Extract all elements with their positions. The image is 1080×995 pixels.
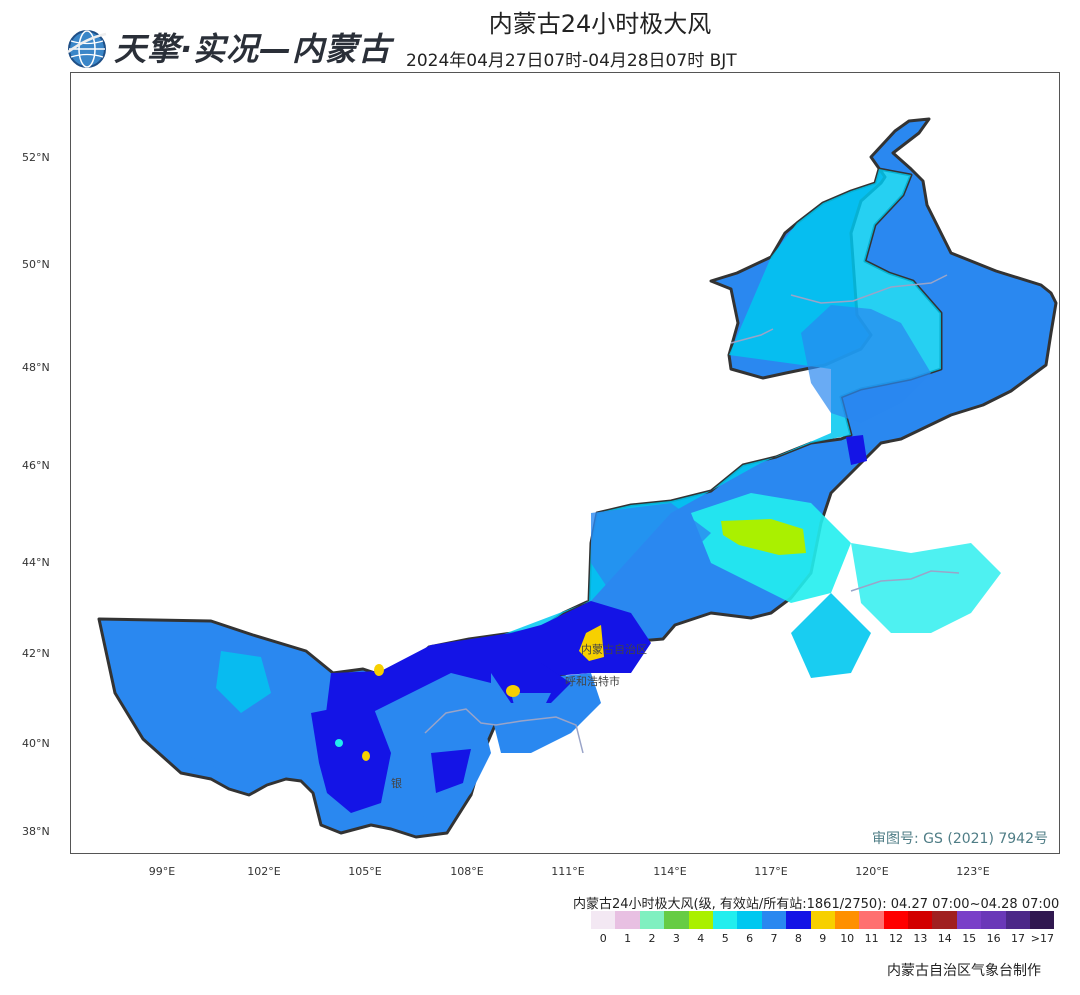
legend-level-label: 11 xyxy=(864,932,879,945)
legend-level-label: 0 xyxy=(599,932,607,945)
legend-swatch xyxy=(908,911,933,929)
region-body-colors xyxy=(151,169,1001,825)
tianqing-logo: 天擎·实况—内蒙古 xyxy=(66,28,396,74)
logo-text: 天擎·实况—内蒙古 xyxy=(114,30,392,68)
lat-label-50: 50°N xyxy=(22,258,50,271)
lon-label-111: 111°E xyxy=(551,865,585,878)
lat-label-40: 40°N xyxy=(22,737,50,750)
legend-title: 内蒙古24小时极大风(级, 有效站/所有站:1861/2750): 04.27 … xyxy=(573,897,1060,912)
legend-swatch xyxy=(712,911,738,929)
wind-map: 内蒙古自治区 呼和浩特市 银 xyxy=(97,117,1058,839)
legend-swatch xyxy=(932,911,957,929)
time-range: 2024年04月27日07时-04月28日07时 BJT xyxy=(406,51,737,71)
map-title: 内蒙古24小时极大风 xyxy=(488,10,712,38)
legend-level-label: 6 xyxy=(746,932,754,945)
map-frame: 内蒙古自治区 呼和浩特市 银 xyxy=(70,72,1060,854)
legend-swatch xyxy=(615,911,640,929)
legend-level-label: 3 xyxy=(672,932,680,945)
legend-level-label: 5 xyxy=(721,932,729,945)
city-label-hohhot: 呼和浩特市 xyxy=(565,674,620,688)
legend-level-label: 16 xyxy=(986,932,1001,945)
legend-level-label: 4 xyxy=(697,932,705,945)
lon-label-123: 123°E xyxy=(956,865,990,878)
legend-swatch xyxy=(786,911,811,929)
legend-swatch xyxy=(591,911,616,929)
legend-level-label: 9 xyxy=(819,932,827,945)
rivers xyxy=(424,274,960,754)
lat-label-48: 48°N xyxy=(22,361,50,374)
lat-label-52: 52°N xyxy=(22,151,50,164)
lat-label-46: 46°N xyxy=(22,459,50,472)
legend-swatch xyxy=(834,911,860,929)
lon-label-120: 120°E xyxy=(855,865,889,878)
legend-level-label: 8 xyxy=(794,932,802,945)
legend-level-label: 12 xyxy=(889,932,903,945)
globe-icon xyxy=(67,30,107,68)
legend-level-label: 10 xyxy=(840,932,855,945)
lon-label-114: 114°E xyxy=(653,865,687,878)
map-review-number: 审图号: GS (2021) 7942号 xyxy=(872,831,1048,847)
legend-level-label: 1 xyxy=(624,932,632,945)
legend-level-label: 13 xyxy=(913,932,928,945)
legend-swatch xyxy=(688,911,713,929)
legend-swatch xyxy=(810,911,835,929)
legend-swatch xyxy=(664,911,689,929)
producer-credit: 内蒙古自治区气象台制作 xyxy=(887,963,1041,979)
legend-swatch xyxy=(737,911,762,929)
legend-swatch xyxy=(761,911,787,929)
legend-swatch xyxy=(1005,911,1031,929)
legend-swatch xyxy=(883,911,909,929)
legend-labels: 0 1 2 3 4 5 6 7 8 9 10 11 12 13 14 15 16 17 >17 xyxy=(591,932,1061,946)
city-label-yin: 银 xyxy=(391,776,402,790)
wind-hotspots xyxy=(335,435,867,761)
legend-level-label: 17 xyxy=(1011,932,1025,945)
lat-label-44: 44°N xyxy=(22,556,50,569)
legend-level-label: >17 xyxy=(1030,932,1054,945)
city-label-inner-mongolia: 内蒙古自治区 xyxy=(581,642,647,656)
lon-label-102: 102°E xyxy=(247,865,281,878)
legend-swatch xyxy=(859,911,884,929)
lon-label-105: 105°E xyxy=(348,865,382,878)
legend-swatch xyxy=(639,911,665,929)
legend-color-bar xyxy=(591,911,1055,929)
legend-level-label: 2 xyxy=(648,932,656,945)
legend-swatch xyxy=(956,911,982,929)
legend-level-label: 7 xyxy=(770,932,778,945)
legend-level-label: 15 xyxy=(962,932,977,945)
lon-label-117: 117°E xyxy=(754,865,788,878)
legend-swatch xyxy=(1030,911,1055,929)
city-markers: 内蒙古自治区 呼和浩特市 银 xyxy=(391,642,647,790)
legend-swatch xyxy=(981,911,1006,929)
legend-level-label: 14 xyxy=(937,932,952,945)
lon-label-99: 99°E xyxy=(148,865,176,878)
lat-label-42: 42°N xyxy=(22,647,50,660)
lat-label-38: 38°N xyxy=(22,825,50,838)
lon-label-108: 108°E xyxy=(450,865,484,878)
